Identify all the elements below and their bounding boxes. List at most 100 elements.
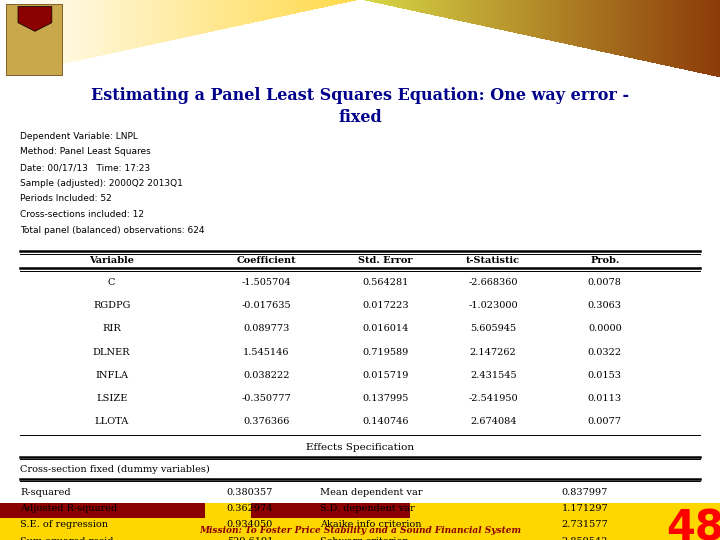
Polygon shape [477, 0, 480, 52]
Polygon shape [449, 0, 451, 58]
Polygon shape [423, 0, 425, 64]
Polygon shape [310, 0, 312, 11]
Text: RIR: RIR [102, 325, 121, 333]
Polygon shape [329, 0, 331, 6]
Polygon shape [305, 0, 307, 12]
Polygon shape [427, 0, 430, 63]
Text: Prob.: Prob. [590, 256, 619, 265]
Polygon shape [367, 0, 369, 76]
Polygon shape [603, 0, 605, 25]
Polygon shape [9, 0, 12, 76]
Polygon shape [178, 0, 180, 39]
Polygon shape [58, 0, 60, 65]
Polygon shape [365, 0, 367, 77]
Polygon shape [89, 0, 91, 58]
Bar [0, 503, 205, 518]
Polygon shape [5, 0, 7, 77]
Polygon shape [281, 0, 283, 17]
Polygon shape [538, 0, 540, 39]
Polygon shape [233, 0, 235, 28]
Polygon shape [146, 0, 149, 46]
Polygon shape [518, 0, 521, 44]
Text: Sample (adjusted): 2000Q2 2013Q1: Sample (adjusted): 2000Q2 2013Q1 [20, 179, 183, 188]
Polygon shape [225, 0, 228, 29]
Polygon shape [317, 0, 319, 9]
Polygon shape [545, 0, 547, 38]
Polygon shape [293, 0, 295, 15]
Text: Total panel (balanced) observations: 624: Total panel (balanced) observations: 624 [20, 226, 204, 235]
Polygon shape [509, 0, 511, 45]
Text: 529.6191: 529.6191 [227, 537, 273, 540]
Polygon shape [405, 0, 408, 68]
Polygon shape [63, 0, 65, 64]
Text: -1.023000: -1.023000 [469, 301, 518, 310]
Polygon shape [96, 0, 99, 57]
Text: Variable: Variable [89, 256, 134, 265]
Polygon shape [655, 0, 657, 14]
Polygon shape [497, 0, 499, 48]
Polygon shape [274, 0, 276, 19]
Polygon shape [351, 0, 353, 2]
Polygon shape [43, 0, 45, 69]
Text: Coefficient: Coefficient [237, 256, 296, 265]
Polygon shape [197, 0, 199, 35]
Polygon shape [211, 0, 214, 32]
Polygon shape [355, 0, 358, 1]
Polygon shape [559, 0, 562, 35]
Polygon shape [261, 0, 264, 21]
Polygon shape [662, 0, 665, 12]
Polygon shape [223, 0, 225, 30]
Polygon shape [482, 0, 485, 51]
Polygon shape [235, 0, 238, 27]
Polygon shape [254, 0, 257, 23]
Polygon shape [12, 0, 14, 75]
Polygon shape [533, 0, 535, 40]
Polygon shape [67, 0, 70, 63]
Polygon shape [598, 0, 600, 26]
Polygon shape [161, 0, 163, 43]
Polygon shape [624, 0, 626, 21]
Polygon shape [389, 0, 391, 71]
Text: 0.3063: 0.3063 [588, 301, 622, 310]
Polygon shape [130, 0, 132, 50]
Text: 0.719589: 0.719589 [362, 348, 408, 356]
Text: 0.0322: 0.0322 [588, 348, 622, 356]
Polygon shape [34, 0, 36, 71]
Polygon shape [120, 0, 122, 52]
Text: 0.0153: 0.0153 [588, 371, 622, 380]
Polygon shape [53, 0, 55, 66]
Polygon shape [377, 0, 379, 74]
Polygon shape [319, 0, 322, 9]
Polygon shape [470, 0, 473, 54]
Polygon shape [369, 0, 372, 76]
Polygon shape [549, 0, 552, 37]
Polygon shape [660, 0, 662, 13]
Polygon shape [168, 0, 171, 42]
Polygon shape [605, 0, 607, 25]
Polygon shape [600, 0, 603, 26]
Text: fixed: fixed [338, 109, 382, 126]
Polygon shape [264, 0, 266, 21]
Polygon shape [331, 0, 333, 6]
Text: 5.605945: 5.605945 [470, 325, 516, 333]
Polygon shape [434, 0, 437, 62]
Text: 1.171297: 1.171297 [562, 504, 608, 513]
Text: R-squared: R-squared [20, 488, 71, 497]
Polygon shape [228, 0, 230, 29]
Text: 0.038222: 0.038222 [243, 371, 289, 380]
Polygon shape [473, 0, 475, 53]
Polygon shape [77, 0, 79, 61]
Polygon shape [521, 0, 523, 43]
Polygon shape [401, 0, 403, 69]
Polygon shape [418, 0, 420, 65]
Polygon shape [499, 0, 502, 48]
Polygon shape [290, 0, 293, 15]
Text: 0.089773: 0.089773 [243, 325, 289, 333]
Polygon shape [653, 0, 655, 15]
Polygon shape [675, 0, 677, 10]
Polygon shape [362, 0, 365, 77]
Polygon shape [506, 0, 509, 46]
Polygon shape [706, 0, 708, 3]
Polygon shape [540, 0, 542, 39]
Text: 1.545146: 1.545146 [243, 348, 289, 356]
